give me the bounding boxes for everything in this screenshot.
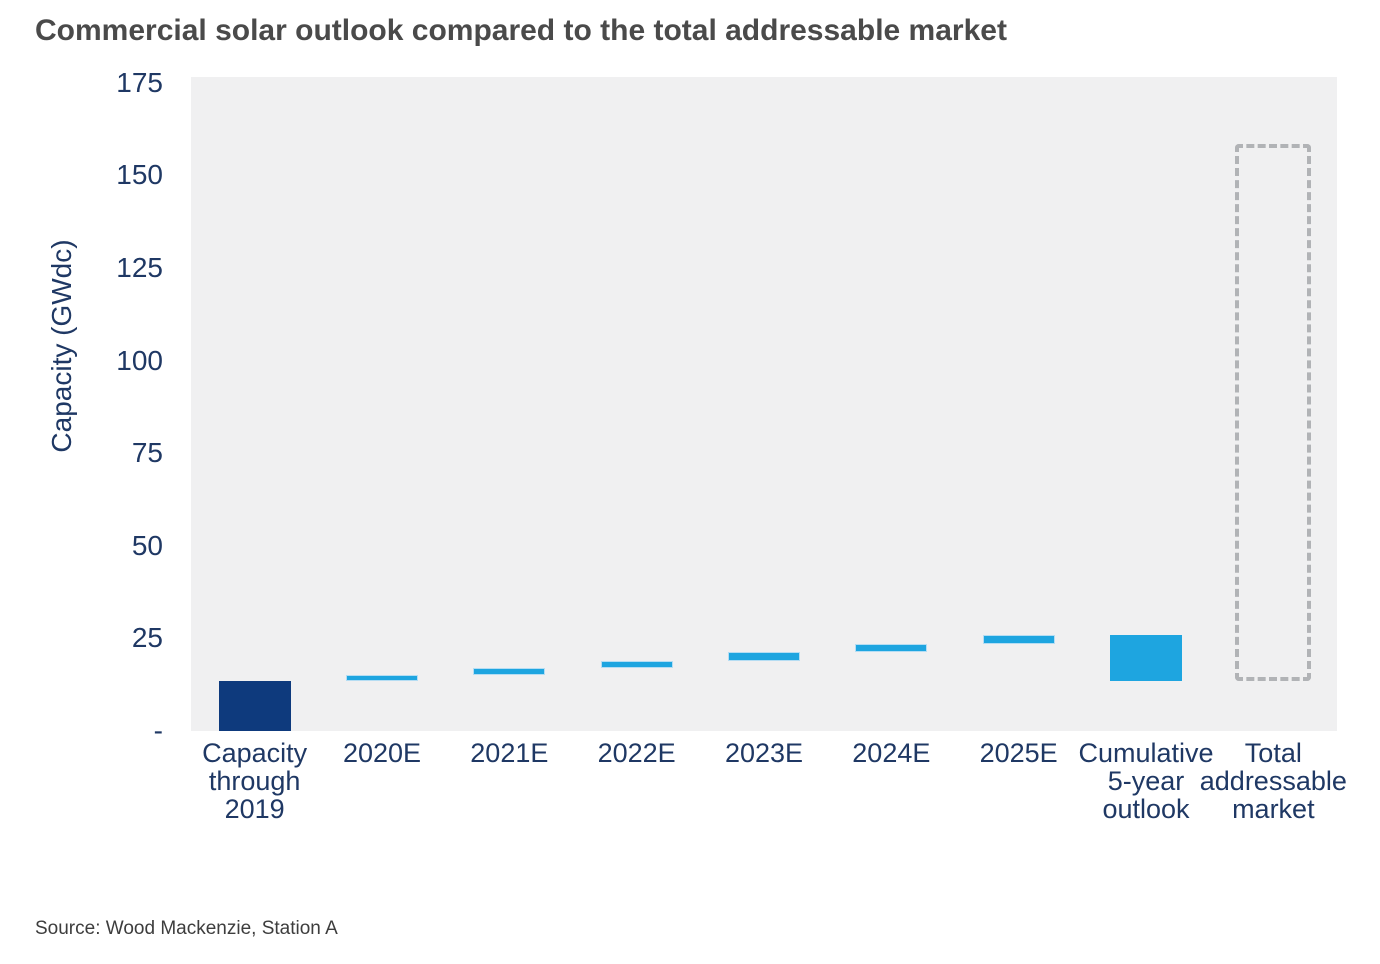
x-label-total-addressable-market: Total addressable market [1173,739,1373,823]
bar-cumulative-5-year-outlook [1110,635,1182,681]
x-label-line: 2019 [224,794,285,824]
x-label-line: Total [1244,738,1302,768]
x-label-2023e: 2023E [664,739,864,767]
x-label-line: Cumulative [1078,738,1214,768]
x-label-line: outlook [1102,794,1190,824]
source-note: Source: Wood Mackenzie, Station A [35,918,338,939]
x-label-line: through [208,766,301,796]
y-tick-50: 50 [131,529,163,561]
y-tick-175: 175 [116,66,163,98]
y-tick-75: 75 [131,437,163,469]
x-label-2020e: 2020E [282,739,482,767]
bar-2020e [346,675,418,681]
bar-capacity-through-2019 [218,680,291,731]
x-label-2022e: 2022E [537,739,737,767]
bar-2025e [982,635,1055,644]
x-label-line: addressable [1199,766,1347,796]
x-label-line: 2024E [852,738,931,768]
y-tick-125: 125 [116,252,163,283]
y-tick-zero: - [153,715,163,746]
bar-2023e [728,652,800,661]
x-label-cumulative-5-year-outlook: Cumulative 5-year outlook [1046,739,1246,823]
x-label-line: 2020E [342,738,422,768]
bar-2024e [855,643,928,653]
x-label-2024e: 2024E [791,739,991,767]
bar-2022e [600,660,673,669]
x-label-line: market [1232,794,1315,824]
bar-2021e [473,668,546,676]
x-label-line: 5-year [1107,766,1185,796]
y-tick-100: 100 [116,344,163,376]
chart-title: Commercial solar outlook compared to the… [35,14,1007,47]
plot-area [191,77,1337,731]
bar-total-addressable-market [1235,143,1312,681]
x-label-capacity-through-2019: Capacity through 2019 [155,739,355,823]
x-label-2025e: 2025E [919,739,1119,767]
y-tick-150: 150 [116,159,163,191]
x-label-line: 2021E [470,738,549,768]
x-label-line: Capacity [202,738,308,768]
x-label-line: 2025E [979,738,1058,768]
x-label-2021e: 2021E [409,739,609,767]
x-label-line: 2022E [597,738,676,768]
x-label-line: 2023E [724,738,804,768]
y-tick-25: 25 [131,622,163,654]
